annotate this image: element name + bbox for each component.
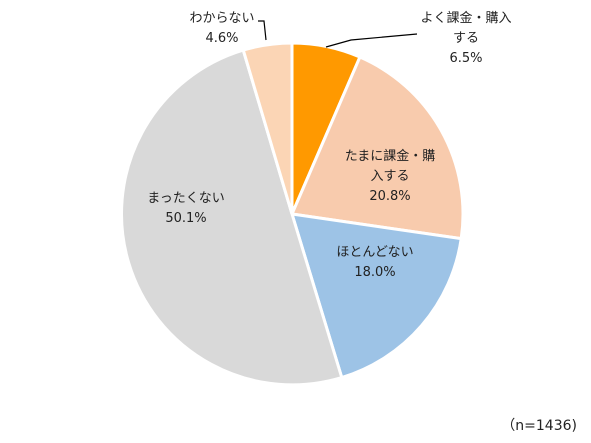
- slice-label: まったくない 50.1%: [147, 191, 224, 226]
- slice-value-label: 20.8%: [369, 189, 410, 204]
- slice-label: わからない 4.6%: [189, 11, 254, 46]
- slice-name-label: よく課金・購入: [420, 10, 511, 26]
- slice-name-label: まったくない: [147, 191, 224, 206]
- slice-value-label: 18.0%: [354, 265, 395, 280]
- slice-value-label: 6.5%: [449, 51, 482, 66]
- slice-name-label: たまに課金・購: [345, 148, 436, 164]
- slice-name-label: する: [453, 31, 479, 46]
- slice-name-label: わからない: [189, 11, 254, 26]
- slice-label: ほとんどない 18.0%: [336, 245, 413, 280]
- slice-labels: よく課金・購入する 6.5% たまに課金・購入する 20.8% ほとんどない 18.0% ま…: [147, 10, 511, 280]
- pie-slice: [241, 41, 294, 215]
- pie-slice: [120, 48, 344, 387]
- slice-value-label: 50.1%: [165, 211, 206, 226]
- pie-slice: [289, 55, 465, 241]
- slice-value-label: 4.6%: [205, 31, 238, 46]
- pie-slice: [289, 212, 463, 380]
- slice-label: よく課金・購入する 6.5%: [420, 10, 511, 66]
- sample-size-note: （n=1436): [501, 418, 577, 434]
- pie-slices: [120, 41, 465, 387]
- slice-name-label: 入する: [370, 169, 409, 184]
- leader-lines: [258, 20, 418, 48]
- leader-line: [325, 33, 418, 48]
- slice-name-label: ほとんどない: [336, 245, 413, 260]
- leader-line: [258, 20, 267, 41]
- slice-label: たまに課金・購入する 20.8%: [345, 148, 436, 204]
